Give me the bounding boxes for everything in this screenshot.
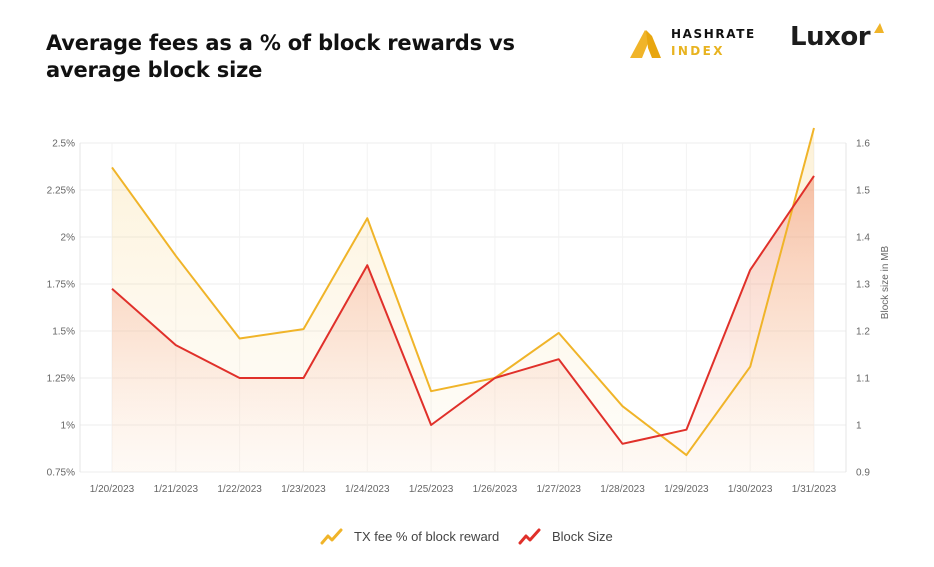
series-line-size <box>111 175 815 445</box>
legend-label-fee: TX fee % of block reward <box>354 528 500 544</box>
left-tick-label: 1.5% <box>52 327 75 338</box>
left-tick-label: 2.5% <box>52 139 75 150</box>
right-axis-ticks: 0.9 1 1.1 1.2 1.3 1.4 1.5 1.6 <box>856 139 870 479</box>
x-axis-ticks: 1/20/2023 1/21/2023 1/22/2023 1/23/2023 1/24… <box>90 484 837 495</box>
hashrate-index-logo: HASHRATE INDEX <box>628 26 768 62</box>
left-axis-ticks: 0.75% 1% 1.25% 1.5% 1.75% 2% 2.25% 2.5% <box>47 139 75 479</box>
x-tick-label: 1/25/2023 <box>409 484 454 495</box>
right-tick-label: 0.9 <box>856 468 870 479</box>
right-axis-label: Block size in MB <box>880 245 891 319</box>
right-tick-label: 1 <box>856 421 862 432</box>
left-tick-label: 0.75% <box>47 468 75 479</box>
left-tick-label: 1.25% <box>47 374 75 385</box>
series-lines <box>111 127 815 457</box>
chart-title: Average fees as a % of block rewards vs … <box>46 31 515 82</box>
x-tick-label: 1/30/2023 <box>728 484 773 495</box>
right-tick-label: 1.6 <box>856 139 870 150</box>
x-tick-label: 1/21/2023 <box>154 484 199 495</box>
trend-line-icon <box>518 528 541 545</box>
x-tick-label: 1/20/2023 <box>90 484 135 495</box>
luxor-text: Luxor <box>790 22 871 52</box>
series-areas <box>112 128 814 472</box>
legend-item-size: Block Size <box>518 527 613 545</box>
right-tick-label: 1.3 <box>856 280 870 291</box>
trend-line-icon <box>320 528 343 545</box>
luxor-logo: Luxor <box>790 22 884 52</box>
luxor-mark-icon <box>874 23 884 33</box>
left-tick-label: 1.75% <box>47 280 75 291</box>
x-tick-label: 1/27/2023 <box>536 484 581 495</box>
right-tick-label: 1.5 <box>856 186 870 197</box>
hashrate-text: HASHRATE <box>671 27 756 41</box>
x-tick-label: 1/23/2023 <box>281 484 326 495</box>
right-tick-label: 1.1 <box>856 374 870 385</box>
x-tick-label: 1/26/2023 <box>473 484 518 495</box>
left-tick-label: 2% <box>61 233 76 244</box>
legend-label-size: Block Size <box>552 528 613 544</box>
hashrate-index-icon <box>630 30 661 58</box>
legend: TX fee % of block reward Block Size <box>0 527 934 549</box>
x-tick-label: 1/31/2023 <box>792 484 837 495</box>
x-tick-label: 1/28/2023 <box>600 484 645 495</box>
x-tick-label: 1/22/2023 <box>217 484 262 495</box>
right-tick-label: 1.2 <box>856 327 870 338</box>
x-tick-label: 1/24/2023 <box>345 484 390 495</box>
left-tick-label: 2.25% <box>47 186 75 197</box>
size-area <box>112 175 814 472</box>
legend-item-fee: TX fee % of block reward <box>320 527 499 545</box>
index-text: INDEX <box>671 44 725 58</box>
left-tick-label: 1% <box>61 421 76 432</box>
right-tick-label: 1.4 <box>856 233 870 244</box>
series-line-fee <box>111 127 815 457</box>
x-tick-label: 1/29/2023 <box>664 484 709 495</box>
